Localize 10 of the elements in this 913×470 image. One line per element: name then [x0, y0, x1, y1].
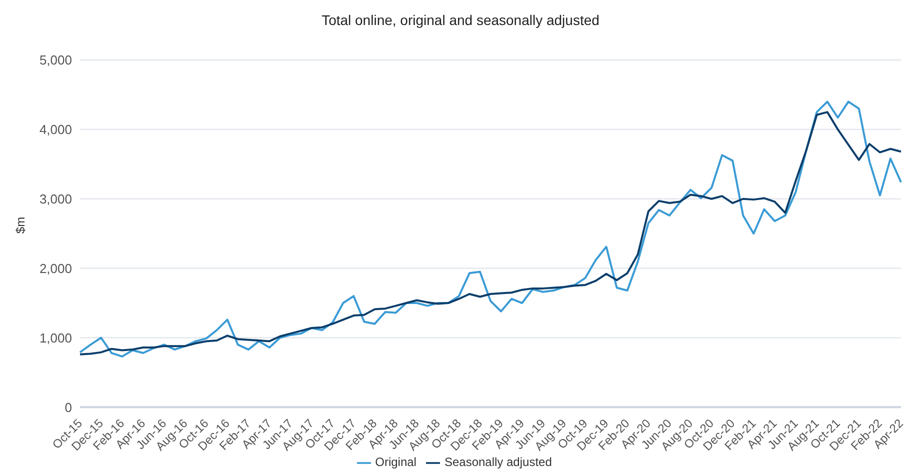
y-tick-label: 5,000: [39, 52, 72, 68]
y-tick-label: 1,000: [39, 330, 72, 346]
y-tick-label: 3,000: [39, 191, 72, 206]
legend-label: Seasonally adjusted: [444, 455, 552, 470]
chart-title: Total online, original and seasonally adjusted: [320, 11, 600, 30]
y-axis-title: $m: [13, 216, 28, 234]
legend-label: Original: [375, 455, 416, 470]
y-tick-label: 4,000: [39, 122, 72, 138]
y-tick-label: 0: [64, 400, 72, 415]
y-tick-label: 2,000: [39, 260, 72, 276]
